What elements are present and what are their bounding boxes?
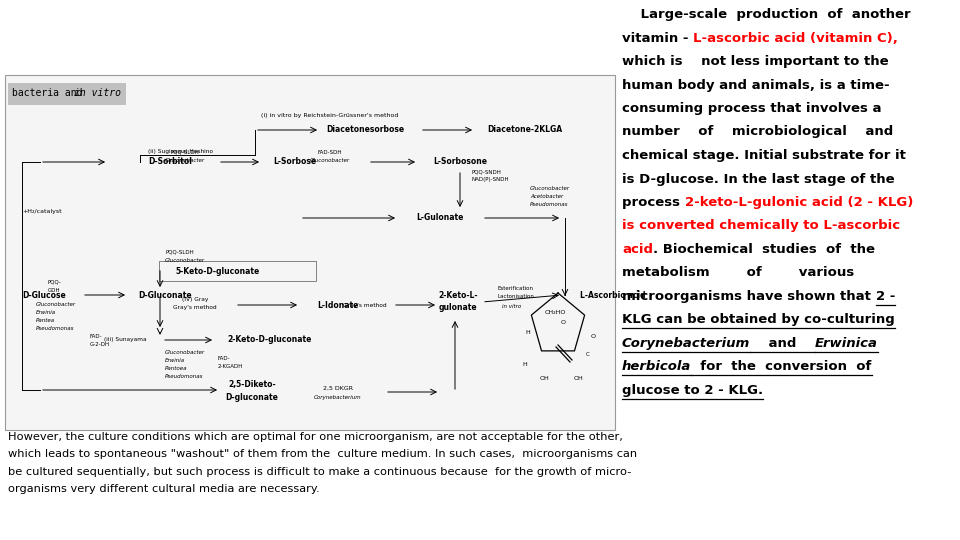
Text: Gray's method: Gray's method xyxy=(343,302,387,307)
Text: FAD-: FAD- xyxy=(218,355,230,361)
Text: 5-Keto-D-gluconate: 5-Keto-D-gluconate xyxy=(175,267,259,276)
Text: KLG can be obtained by co-culturing: KLG can be obtained by co-culturing xyxy=(622,314,895,327)
Text: metabolism        of        various: metabolism of various xyxy=(622,267,854,280)
Text: GDH: GDH xyxy=(48,287,60,293)
Text: Gluconobacter: Gluconobacter xyxy=(310,158,350,163)
Text: Pantoea: Pantoea xyxy=(165,366,187,370)
Text: gulonate: gulonate xyxy=(439,303,477,313)
FancyBboxPatch shape xyxy=(159,261,316,281)
Text: for  the  conversion  of: for the conversion of xyxy=(691,361,872,374)
Text: OH: OH xyxy=(540,375,550,381)
Text: (iii) Sunayama: (iii) Sunayama xyxy=(104,338,146,342)
Text: Diacetonesorbose: Diacetonesorbose xyxy=(326,125,404,134)
Text: L-Sorbosone: L-Sorbosone xyxy=(433,158,487,166)
Text: microorganisms have shown that: microorganisms have shown that xyxy=(622,290,876,303)
Text: Gluconobacter: Gluconobacter xyxy=(530,186,570,191)
Text: 2,5-Diketo-: 2,5-Diketo- xyxy=(228,381,276,389)
Text: L-ascorbic acid (vitamin C),: L-ascorbic acid (vitamin C), xyxy=(693,31,898,44)
Text: number    of    microbiological    and: number of microbiological and xyxy=(622,125,893,138)
Text: (IV) Gray: (IV) Gray xyxy=(181,298,208,302)
Text: Corynebacterium: Corynebacterium xyxy=(314,395,362,401)
Text: (i) in vitro by Reichstein-Grüssner's method: (i) in vitro by Reichstein-Grüssner's me… xyxy=(261,112,398,118)
Text: OH: OH xyxy=(573,375,583,381)
Text: Pseudomonas: Pseudomonas xyxy=(530,201,568,206)
Text: FAD-: FAD- xyxy=(90,334,103,339)
Text: . Biochemical  studies  of  the: . Biochemical studies of the xyxy=(653,243,875,256)
FancyBboxPatch shape xyxy=(5,75,615,430)
Text: 2-keto-L-gulonic acid (2 - KLG): 2-keto-L-gulonic acid (2 - KLG) xyxy=(684,196,913,209)
Text: However, the culture conditions which are optimal for one microorganism, are not: However, the culture conditions which ar… xyxy=(8,432,622,442)
Text: 2-KGADH: 2-KGADH xyxy=(218,363,244,368)
Text: G-2-DH: G-2-DH xyxy=(90,341,110,347)
Text: Erwinia: Erwinia xyxy=(36,310,56,315)
Text: Lactonisation: Lactonisation xyxy=(498,294,535,299)
Text: Diacetone-2KLGA: Diacetone-2KLGA xyxy=(488,125,563,134)
Text: Acetobacter: Acetobacter xyxy=(530,193,564,199)
Text: Esterification: Esterification xyxy=(498,286,534,291)
Text: and: and xyxy=(751,337,815,350)
Text: D-gluconate: D-gluconate xyxy=(226,393,278,402)
Text: +H₂/catalyst: +H₂/catalyst xyxy=(22,210,61,214)
Text: O: O xyxy=(590,334,595,340)
Text: 2,5 DKGR: 2,5 DKGR xyxy=(323,386,353,390)
Text: vitamin -: vitamin - xyxy=(622,31,693,44)
Text: in vitro: in vitro xyxy=(502,303,521,308)
Text: is D-glucose. In the last stage of the: is D-glucose. In the last stage of the xyxy=(622,172,895,186)
Text: Corynebacterium: Corynebacterium xyxy=(622,337,751,350)
Text: Pantea: Pantea xyxy=(36,319,55,323)
Text: Gluconobacter: Gluconobacter xyxy=(36,302,76,307)
Text: Gray's method: Gray's method xyxy=(173,306,217,310)
Text: Gluconobacter: Gluconobacter xyxy=(165,158,205,163)
Text: which is    not less important to the: which is not less important to the xyxy=(622,55,889,68)
Text: Pseudomonas: Pseudomonas xyxy=(165,374,204,379)
Text: L-Idonate: L-Idonate xyxy=(318,300,359,309)
Text: glucose to 2 - KLG.: glucose to 2 - KLG. xyxy=(622,384,763,397)
Text: PQQ-SLDH: PQQ-SLDH xyxy=(165,249,194,254)
Text: acid: acid xyxy=(622,243,653,256)
Text: L-Sorbose: L-Sorbose xyxy=(274,158,317,166)
Text: H: H xyxy=(526,329,530,334)
Text: O: O xyxy=(561,320,565,325)
Text: PQQ-SLDH: PQQ-SLDH xyxy=(171,150,200,154)
Text: CH₂HO: CH₂HO xyxy=(545,309,566,314)
Text: consuming process that involves a: consuming process that involves a xyxy=(622,102,881,115)
Text: L-Gulonate: L-Gulonate xyxy=(417,213,464,222)
Text: which leads to spontaneous "washout" of them from the  culture medium. In such c: which leads to spontaneous "washout" of … xyxy=(8,449,636,460)
Text: organisms very different cultural media are necessary.: organisms very different cultural media … xyxy=(8,484,320,494)
Text: is converted chemically to L-ascorbic: is converted chemically to L-ascorbic xyxy=(622,219,900,233)
Text: PQQ-: PQQ- xyxy=(48,280,61,285)
Text: human body and animals, is a time-: human body and animals, is a time- xyxy=(622,78,890,91)
Text: Erwinica: Erwinica xyxy=(815,337,878,350)
Text: PQQ-SNDH: PQQ-SNDH xyxy=(472,170,502,174)
Text: Large-scale  production  of  another: Large-scale production of another xyxy=(622,8,911,21)
Text: Pseudomonas: Pseudomonas xyxy=(36,327,75,332)
Text: C: C xyxy=(587,353,589,357)
Text: 2 -: 2 - xyxy=(876,290,895,303)
Text: (ii) Sugisawai Hoshino: (ii) Sugisawai Hoshino xyxy=(148,150,213,154)
Text: FAD-SDH: FAD-SDH xyxy=(318,150,343,154)
FancyBboxPatch shape xyxy=(8,83,126,105)
Text: 2-Keto-D-gluconate: 2-Keto-D-gluconate xyxy=(228,335,312,345)
Text: herbicola: herbicola xyxy=(622,361,691,374)
Text: chemical stage. Initial substrate for it: chemical stage. Initial substrate for it xyxy=(622,149,906,162)
Text: D-Gluconate: D-Gluconate xyxy=(138,291,192,300)
Text: process: process xyxy=(622,196,684,209)
Text: L-Ascorbic acid: L-Ascorbic acid xyxy=(580,291,645,300)
Text: D-Glucose: D-Glucose xyxy=(22,291,65,300)
Text: Gluconobacter: Gluconobacter xyxy=(165,258,205,262)
Text: H: H xyxy=(522,361,527,367)
Text: 2-Keto-L-: 2-Keto-L- xyxy=(439,292,478,300)
Text: Erwinia: Erwinia xyxy=(165,357,185,362)
Text: D-Sorbitol: D-Sorbitol xyxy=(148,158,192,166)
Text: Gluconobacter: Gluconobacter xyxy=(165,349,205,354)
Text: in vitro: in vitro xyxy=(74,88,121,98)
Text: bacteria and: bacteria and xyxy=(12,88,88,98)
Text: be cultured sequentially, but such process is difficult to make a continuous bec: be cultured sequentially, but such proce… xyxy=(8,467,631,477)
Text: NAD(P)-SNDH: NAD(P)-SNDH xyxy=(472,178,510,183)
